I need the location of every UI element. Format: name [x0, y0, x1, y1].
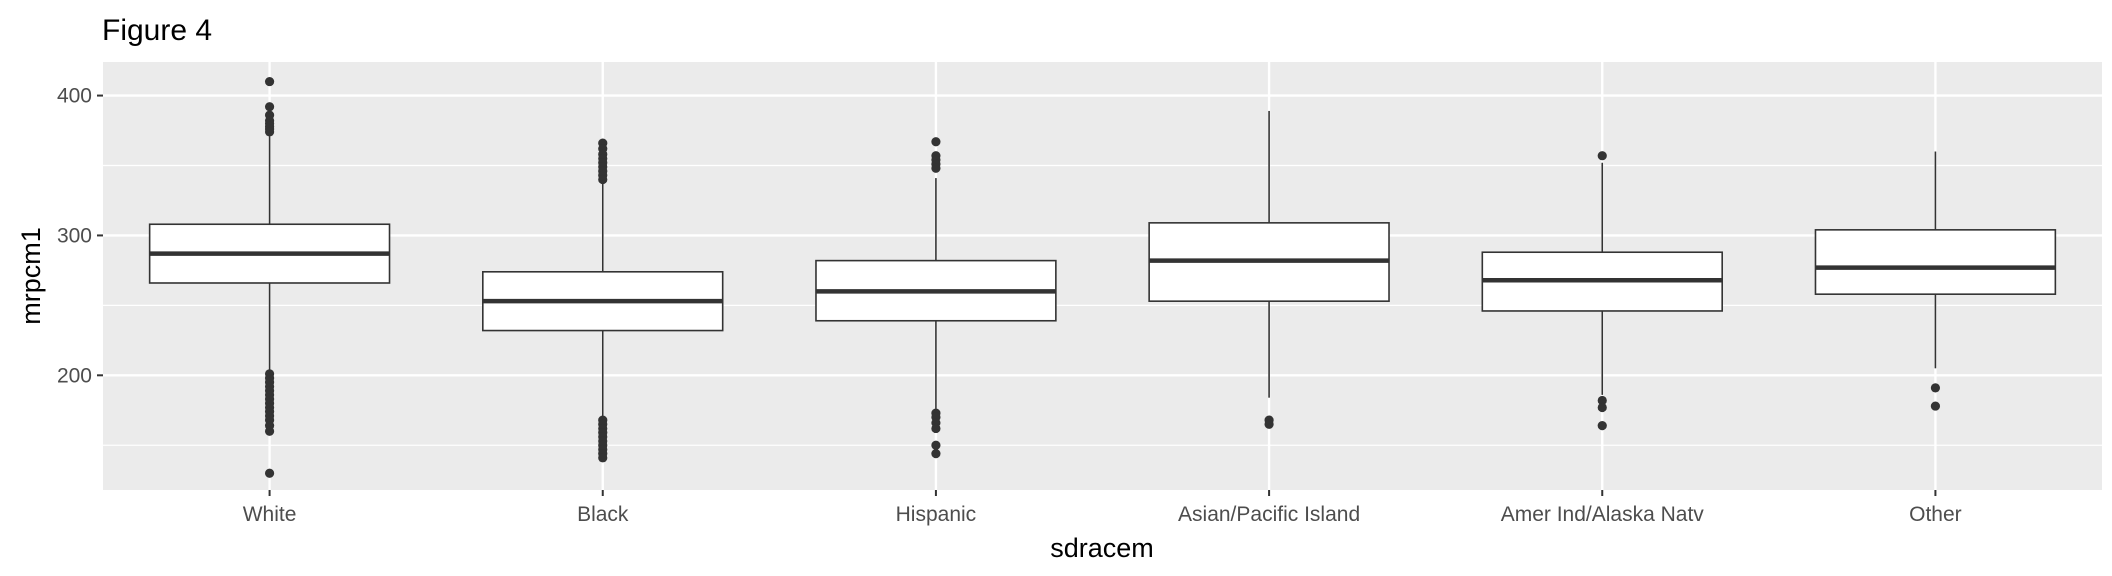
outlier-point: [1597, 402, 1607, 413]
box-group: [1481, 151, 1723, 431]
outlier-point: [1597, 151, 1607, 161]
box-group: [1148, 110, 1390, 429]
box-group: [815, 137, 1057, 459]
x-axis-title: sdracem: [1050, 533, 1154, 563]
outlier-point: [264, 426, 275, 436]
x-tick-label: Black: [577, 503, 629, 526]
outlier-point: [264, 76, 275, 87]
x-tick-label: Asian/Pacific Island: [1178, 503, 1360, 526]
y-tick-label: 300: [57, 224, 92, 247]
outlier-point: [931, 440, 941, 450]
outlier-point: [931, 449, 941, 459]
x-axis: White Black Hispanic Asian/Pacific Island Am…: [243, 490, 1962, 526]
x-tick-label: Amer Ind/Alaska Natv: [1501, 503, 1705, 526]
y-axis: 200 300 400: [57, 85, 103, 387]
x-tick-label: Other: [1909, 503, 1962, 526]
outlier-point: [1597, 395, 1607, 406]
outlier-point: [931, 163, 941, 173]
outlier-point: [931, 137, 941, 147]
boxes-layer: [148, 76, 2057, 478]
outlier-point: [1930, 383, 1941, 393]
box-group: [1814, 151, 2057, 411]
outlier-point: [598, 453, 608, 463]
chart-title: Figure 4: [102, 14, 212, 47]
y-axis-title: mrpcm1: [16, 227, 46, 325]
box-group: [148, 76, 391, 478]
grid-lines: [103, 62, 2102, 490]
y-tick-label: 200: [57, 364, 92, 387]
outlier-point: [264, 127, 275, 137]
plot-panel: [103, 62, 2102, 490]
outlier-point: [1597, 421, 1607, 431]
outlier-point: [264, 102, 275, 112]
outlier-point: [931, 423, 941, 434]
outlier-point: [1264, 419, 1274, 429]
outlier-point: [264, 468, 275, 478]
box-group: [482, 138, 724, 463]
y-tick-label: 400: [57, 85, 92, 108]
outlier-point: [1930, 401, 1941, 411]
box-iqr: [1814, 229, 2057, 295]
outlier-point: [598, 174, 608, 185]
x-tick-label: Hispanic: [896, 503, 977, 526]
x-tick-label: White: [243, 503, 297, 526]
